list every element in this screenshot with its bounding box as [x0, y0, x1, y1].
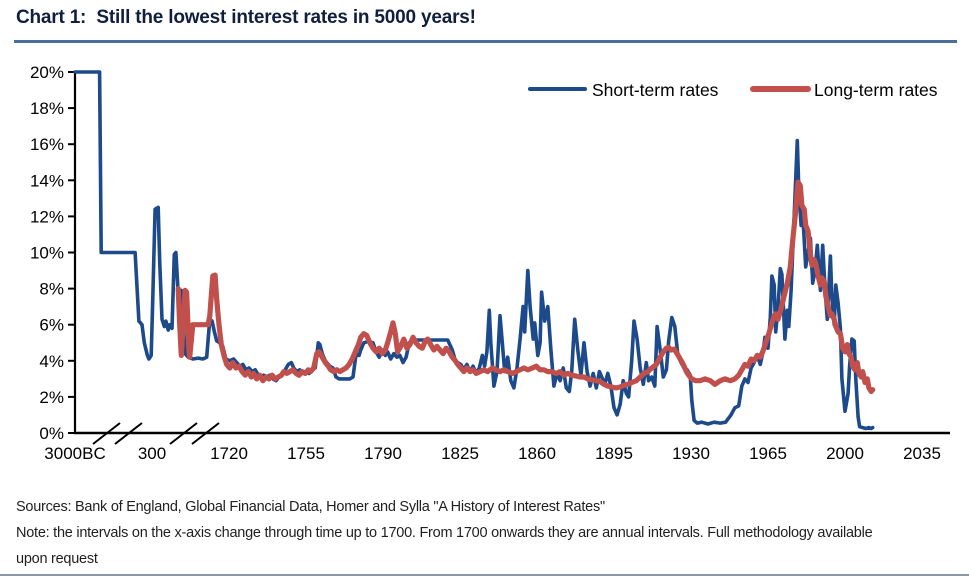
- bottom-rule: [0, 574, 969, 576]
- x-tick-label: 1965: [749, 444, 787, 463]
- axis-break-slash: [191, 422, 220, 445]
- y-tick-label: 16%: [30, 135, 64, 154]
- x-tick-label: 1755: [287, 444, 325, 463]
- x-tick-label: 1860: [518, 444, 556, 463]
- axis-break-slash: [92, 422, 121, 445]
- y-tick-label: 18%: [30, 99, 64, 118]
- long-term-rates-line: [175, 179, 876, 395]
- note-text-line2: upon request: [16, 551, 98, 567]
- axis-break-slash: [114, 422, 143, 445]
- x-tick-label: 1825: [441, 444, 479, 463]
- x-tick-label: 300: [138, 444, 166, 463]
- x-tick-label: 1895: [595, 444, 633, 463]
- sources-text: Sources: Bank of England, Global Financi…: [16, 499, 605, 515]
- y-tick-label: 12%: [30, 207, 64, 226]
- x-tick-label: 1930: [672, 444, 710, 463]
- x-tick-label: 1720: [210, 444, 248, 463]
- axis-break-slash: [169, 422, 198, 445]
- y-tick-label: 8%: [39, 280, 64, 299]
- x-tick-label: 2000: [826, 444, 864, 463]
- y-tick-label: 4%: [39, 352, 64, 371]
- x-tick-label: 3000BC: [44, 444, 105, 463]
- interest-rates-chart: 0% 2% 4% 6% 8% 10% 12% 14% 16% 18% 20% 3000BC 300 172…: [30, 63, 950, 463]
- note-text-line1: Note: the intervals on the x-axis change…: [16, 525, 873, 541]
- short-term-rates-line: [73, 70, 875, 431]
- legend-label-short-term: Short-term rates: [592, 80, 719, 100]
- y-tick-label: 0%: [39, 424, 64, 443]
- title-underline-rule: [14, 40, 957, 43]
- chart-title: Chart 1: Still the lowest interest rates…: [16, 7, 476, 28]
- y-tick-label: 14%: [30, 171, 64, 190]
- y-tick-label: 6%: [39, 316, 64, 335]
- legend-label-long-term: Long-term rates: [814, 80, 938, 100]
- x-tick-label: 2035: [903, 444, 941, 463]
- y-tick-label: 2%: [39, 388, 64, 407]
- y-tick-label: 10%: [30, 244, 64, 263]
- x-tick-label: 1790: [364, 444, 402, 463]
- y-tick-label: 20%: [30, 63, 64, 82]
